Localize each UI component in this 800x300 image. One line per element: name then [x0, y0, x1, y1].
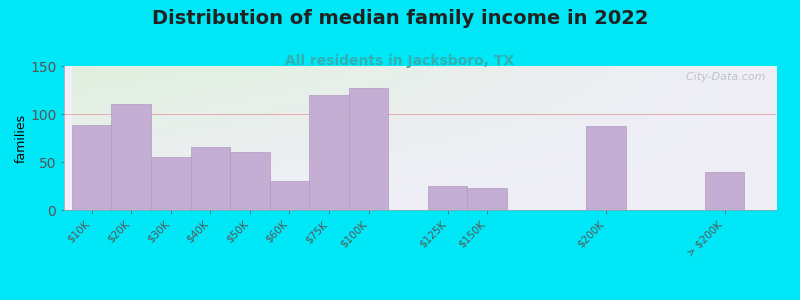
Bar: [151, 157, 190, 210]
Bar: [230, 152, 270, 210]
Bar: [586, 127, 626, 210]
Bar: [349, 88, 388, 210]
Text: All residents in Jacksboro, TX: All residents in Jacksboro, TX: [286, 54, 514, 68]
Text: Distribution of median family income in 2022: Distribution of median family income in …: [152, 9, 648, 28]
Text: City-Data.com: City-Data.com: [679, 72, 766, 82]
Bar: [428, 186, 467, 210]
Bar: [111, 104, 151, 210]
Bar: [310, 95, 349, 210]
Bar: [270, 181, 310, 210]
Bar: [72, 124, 111, 210]
Bar: [467, 188, 507, 210]
Bar: [705, 172, 744, 210]
Bar: [190, 147, 230, 210]
Y-axis label: families: families: [14, 113, 27, 163]
